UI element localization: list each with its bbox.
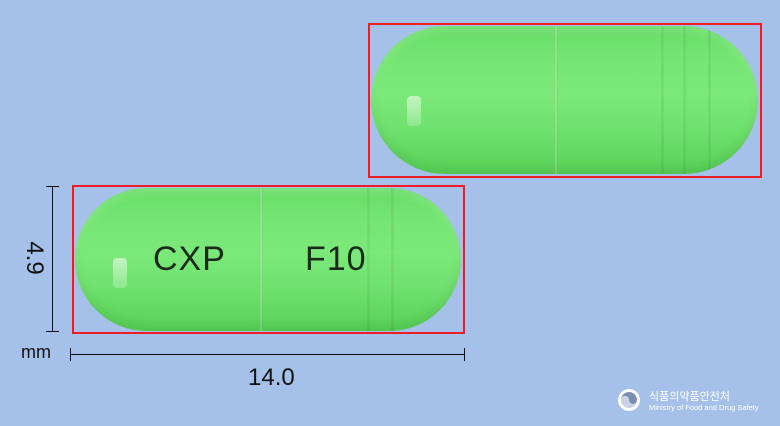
logo-english-text: Ministry of Food and Drug Safety [649, 403, 759, 412]
logo-korean-text: 식품의약품안전처 [649, 391, 730, 403]
height-dimension-line [52, 186, 53, 332]
mfds-logo: 식품의약품안전처 Ministry of Food and Drug Safet… [617, 386, 759, 416]
width-tick-left [70, 348, 71, 361]
unit-label: mm [21, 342, 51, 362]
capsule-band [367, 188, 370, 331]
capsule-band [661, 26, 664, 174]
capsule-front-view [75, 188, 461, 331]
capsule-band [391, 188, 394, 331]
capsule-highlight [407, 96, 421, 126]
capsule-band [708, 26, 711, 174]
width-dimension-line [70, 354, 465, 355]
height-tick-bottom [46, 331, 59, 332]
imprint-right: F10 [305, 240, 367, 278]
height-label: 4.9 [21, 241, 48, 275]
capsule-back-view [371, 26, 758, 174]
mfds-emblem-icon [618, 389, 640, 411]
capsule-seam [554, 26, 558, 174]
capsule-seam [259, 188, 263, 331]
height-tick-top [46, 186, 59, 187]
imprint-left: CXP [153, 240, 226, 278]
capsule-front-frame [72, 185, 465, 334]
width-tick-right [464, 348, 465, 361]
capsule-band [683, 26, 686, 174]
capsule-highlight [113, 258, 127, 288]
width-label: 14.0 [248, 364, 295, 391]
capsule-back-frame [368, 23, 762, 178]
